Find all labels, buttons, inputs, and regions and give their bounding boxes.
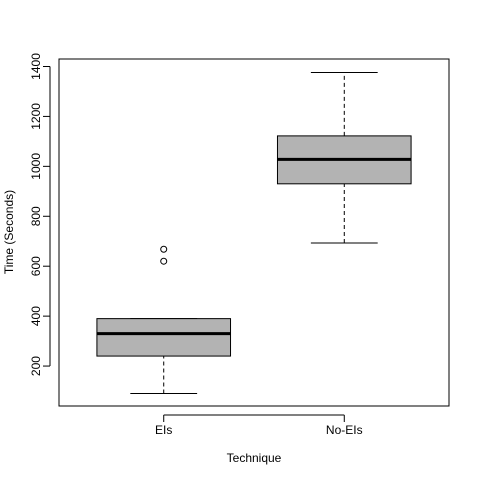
y-tick-label: 1200: [29, 103, 43, 130]
y-tick-label: 600: [29, 256, 43, 276]
iqr-box: [96, 318, 232, 357]
y-tick-label: 1400: [29, 53, 43, 80]
x-axis-title: Technique: [227, 451, 282, 465]
x-tick-label: No-EIs: [326, 423, 363, 437]
boxes-layer: [96, 71, 412, 395]
y-tick-label: 200: [29, 356, 43, 376]
outlier-point: [160, 245, 168, 253]
y-tick-label: 400: [29, 306, 43, 326]
x-tick-label: EIs: [155, 423, 172, 437]
plot-frame: [58, 58, 450, 407]
x-axis: EIs No-EIs: [155, 414, 363, 437]
box-group-1: [96, 245, 232, 395]
box-group-2: [276, 71, 412, 244]
y-axis-title: Time (Seconds): [2, 190, 16, 274]
outlier-point: [160, 257, 168, 265]
y-axis: 200 400 600 800 1000 1200 1400: [29, 53, 51, 376]
y-tick-label: 1000: [29, 153, 43, 180]
y-tick-label: 800: [29, 206, 43, 226]
